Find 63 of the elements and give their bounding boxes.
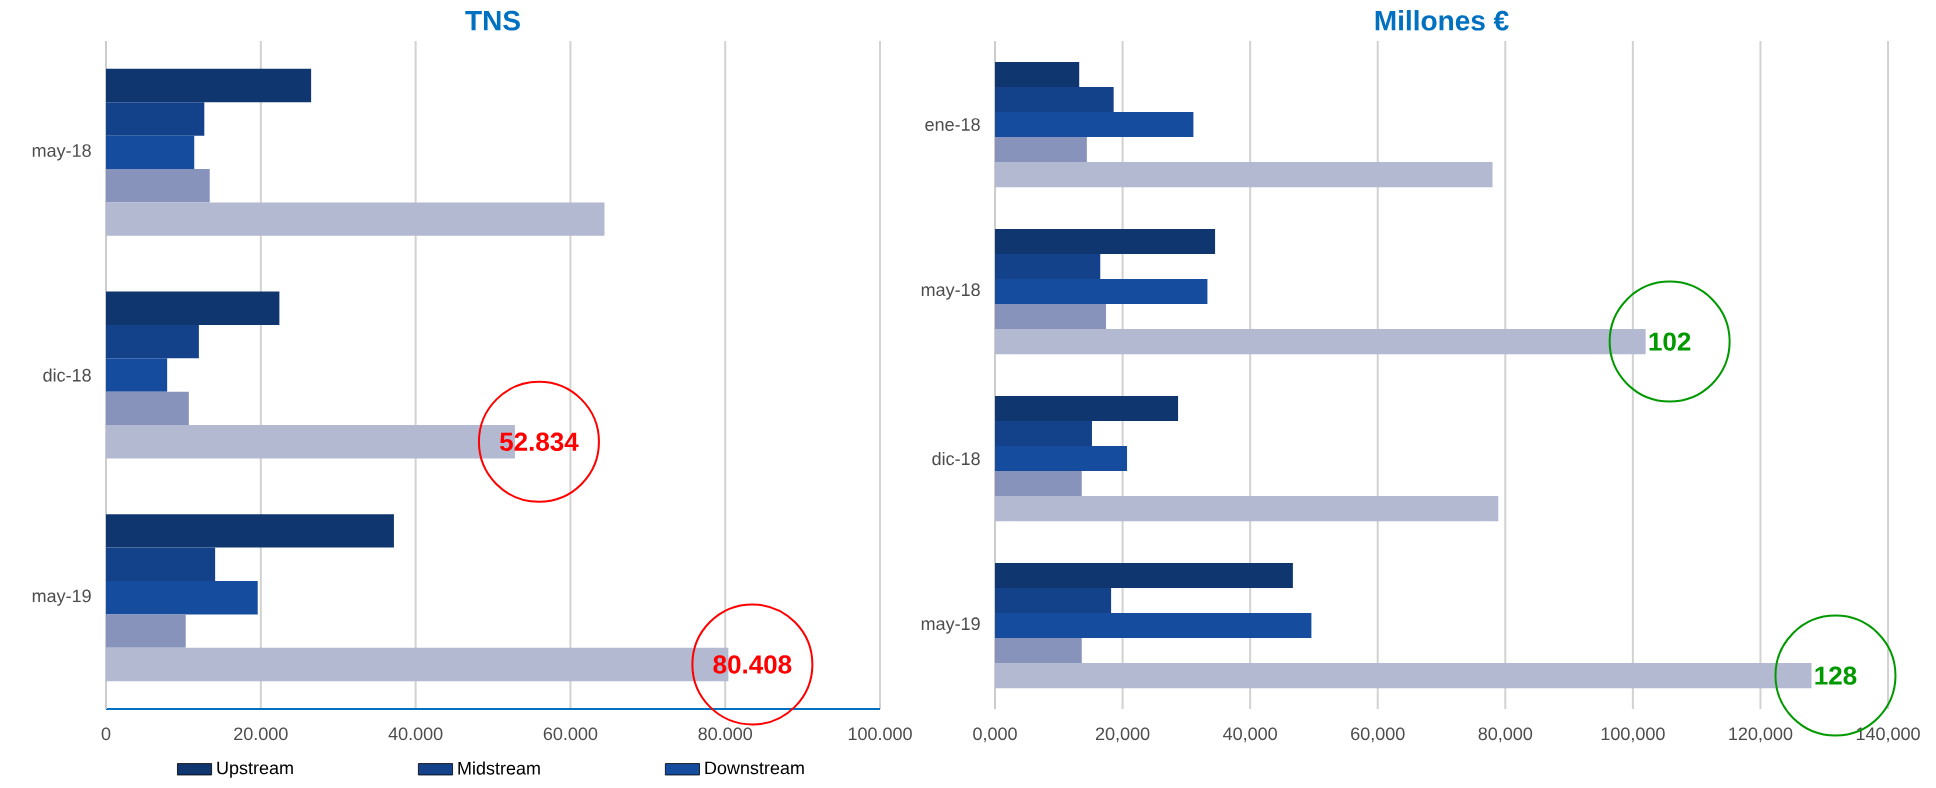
x-tick-label: 60.000: [543, 727, 598, 741]
bar: [106, 514, 394, 548]
y-tick-label: may-18: [921, 283, 980, 300]
bar: [106, 291, 280, 325]
bar: [106, 102, 205, 136]
x-tick-label: 120,000: [1729, 727, 1793, 743]
bar: [995, 228, 1216, 254]
bar: [106, 169, 210, 203]
y-tick-label: may-18: [32, 144, 91, 161]
bar: [995, 663, 1812, 689]
y-tick-label: may-19: [921, 617, 980, 634]
x-tick-label: 60,000: [1351, 727, 1405, 743]
bar: [995, 612, 1312, 639]
bar: [106, 614, 186, 648]
bar: [995, 587, 1112, 613]
x-tick-label: 80,000: [1478, 727, 1533, 743]
bar: [995, 395, 1179, 421]
x-tick-label: 0: [101, 727, 111, 741]
data-label: 52.834: [500, 432, 579, 452]
bar: [995, 496, 1499, 522]
bar: [106, 358, 168, 392]
x-tick-label: 80.000: [698, 727, 753, 741]
bar: [995, 162, 1493, 188]
y-tick-label: dic-18: [932, 451, 980, 466]
x-tick-label: 40.000: [388, 727, 443, 741]
bar: [995, 562, 1293, 588]
data-label: 80.408: [713, 655, 792, 674]
bar: [106, 580, 258, 615]
bar: [106, 547, 216, 581]
legend-label: Downstream: [705, 761, 804, 775]
y-tick-label: dic-18: [43, 368, 91, 382]
bar: [995, 111, 1194, 138]
bar: [995, 471, 1082, 497]
y-tick-label: may-19: [32, 589, 91, 606]
y-tick-label: ene-18: [925, 118, 980, 131]
legend-label: Midstream: [458, 761, 540, 775]
bar: [995, 86, 1114, 112]
x-tick-label: 20.000: [234, 727, 288, 741]
bar: [106, 202, 605, 236]
bar: [106, 324, 199, 359]
data-label: 128: [1815, 666, 1857, 685]
data-label: 102: [1649, 332, 1691, 351]
bar: [995, 329, 1646, 355]
x-tick-label: 100,000: [1601, 727, 1665, 743]
legend-label: Upstream: [217, 761, 293, 778]
chart-title: TNS: [465, 10, 520, 31]
x-tick-label: 0,000: [973, 727, 1017, 743]
bar: [995, 638, 1082, 664]
x-tick-label: 20,000: [1095, 727, 1150, 743]
bar: [995, 445, 1128, 472]
bar: [106, 391, 189, 426]
bar: [106, 68, 312, 103]
x-tick-label: 40,000: [1223, 727, 1277, 743]
bar: [106, 135, 195, 170]
x-tick-label: 140,000: [1856, 727, 1920, 743]
bar: [995, 253, 1101, 279]
chart-title: Millones €: [1375, 10, 1509, 31]
bar: [995, 61, 1080, 87]
bar: [995, 420, 1092, 446]
bar: [995, 137, 1087, 163]
bar: [995, 278, 1208, 305]
x-tick-label: 100.000: [848, 727, 912, 741]
bar: [995, 304, 1106, 330]
